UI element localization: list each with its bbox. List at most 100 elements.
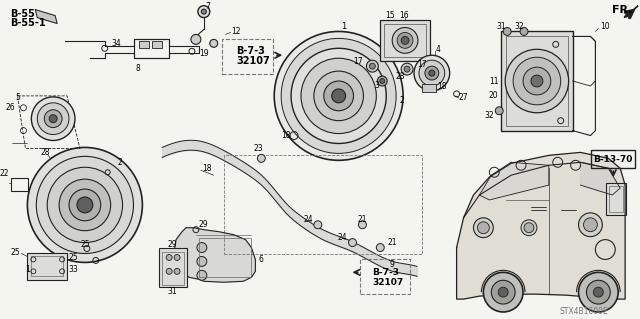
Text: 12: 12	[232, 27, 241, 36]
Circle shape	[59, 179, 111, 231]
Text: 27: 27	[459, 93, 468, 102]
Text: 34: 34	[111, 39, 122, 48]
Circle shape	[380, 78, 385, 84]
Circle shape	[281, 38, 396, 153]
Bar	[223, 155, 422, 255]
Circle shape	[523, 67, 551, 95]
Text: 22: 22	[0, 169, 8, 178]
Text: 17: 17	[417, 60, 427, 69]
Text: 28: 28	[396, 71, 405, 81]
Text: 28: 28	[40, 148, 50, 157]
Bar	[360, 259, 410, 294]
Circle shape	[414, 55, 450, 91]
Text: 21: 21	[358, 215, 367, 224]
Bar	[199, 238, 252, 277]
Circle shape	[358, 221, 367, 229]
Text: B-55-1: B-55-1	[10, 18, 46, 27]
Bar	[152, 41, 162, 48]
Text: 26: 26	[6, 103, 15, 112]
Bar	[159, 248, 187, 287]
Circle shape	[483, 272, 523, 312]
Text: 33: 33	[68, 265, 78, 274]
Text: 23: 23	[253, 144, 263, 153]
Text: 9: 9	[390, 260, 395, 269]
Circle shape	[419, 60, 445, 86]
Circle shape	[499, 287, 508, 297]
Circle shape	[314, 71, 364, 121]
Text: 2: 2	[117, 158, 122, 167]
Text: 7: 7	[205, 2, 210, 11]
Polygon shape	[624, 6, 638, 18]
Text: 21: 21	[387, 238, 397, 247]
Text: 32: 32	[515, 22, 524, 31]
Circle shape	[425, 66, 439, 80]
Text: 25: 25	[80, 240, 90, 249]
Circle shape	[586, 280, 611, 304]
Circle shape	[376, 244, 384, 251]
Bar	[609, 186, 623, 212]
Text: 31: 31	[167, 287, 177, 296]
Text: 18: 18	[436, 83, 446, 92]
Text: 24: 24	[338, 233, 348, 242]
Text: 19: 19	[199, 49, 209, 58]
Circle shape	[401, 63, 413, 75]
Circle shape	[274, 32, 403, 160]
Text: 29: 29	[167, 240, 177, 249]
Circle shape	[404, 66, 410, 72]
Text: 25: 25	[68, 253, 77, 262]
Circle shape	[166, 255, 172, 260]
Circle shape	[520, 27, 528, 35]
Circle shape	[367, 60, 378, 72]
Bar	[380, 19, 430, 61]
Circle shape	[197, 270, 207, 280]
Circle shape	[69, 189, 100, 221]
Circle shape	[28, 147, 142, 263]
Text: 18: 18	[282, 131, 291, 140]
Bar	[422, 84, 436, 92]
Polygon shape	[580, 162, 620, 195]
Bar	[28, 253, 67, 280]
Text: 1: 1	[340, 22, 346, 31]
Circle shape	[324, 81, 353, 111]
Polygon shape	[35, 10, 57, 24]
Circle shape	[166, 268, 172, 274]
Circle shape	[392, 27, 418, 53]
Circle shape	[197, 256, 207, 266]
Text: 24: 24	[303, 215, 313, 224]
Circle shape	[47, 167, 122, 242]
Circle shape	[579, 213, 602, 237]
Polygon shape	[456, 152, 625, 299]
Circle shape	[401, 36, 409, 44]
Circle shape	[301, 58, 376, 134]
Circle shape	[503, 27, 511, 35]
Polygon shape	[174, 228, 255, 282]
Text: 4: 4	[436, 45, 441, 54]
Circle shape	[369, 63, 375, 69]
Text: 32107: 32107	[372, 278, 404, 287]
Circle shape	[197, 242, 207, 253]
Circle shape	[210, 39, 218, 47]
Bar	[606, 183, 626, 215]
Text: 1: 1	[26, 265, 30, 274]
Text: B-7-3: B-7-3	[237, 46, 266, 56]
Circle shape	[505, 49, 568, 113]
Text: B-13-70: B-13-70	[593, 155, 633, 164]
Circle shape	[31, 97, 75, 140]
Circle shape	[495, 107, 503, 115]
Circle shape	[477, 222, 490, 234]
Text: 6: 6	[259, 255, 263, 264]
Bar	[134, 39, 169, 58]
Text: 5: 5	[15, 93, 20, 102]
Circle shape	[202, 9, 206, 14]
Circle shape	[521, 220, 537, 236]
Circle shape	[349, 239, 356, 247]
Circle shape	[593, 287, 604, 297]
Circle shape	[44, 110, 62, 128]
Bar	[140, 41, 149, 48]
Bar	[221, 39, 273, 74]
Circle shape	[198, 6, 210, 18]
Circle shape	[191, 34, 201, 44]
Text: 15: 15	[385, 11, 395, 20]
Text: 2: 2	[400, 96, 404, 105]
Circle shape	[77, 197, 93, 213]
